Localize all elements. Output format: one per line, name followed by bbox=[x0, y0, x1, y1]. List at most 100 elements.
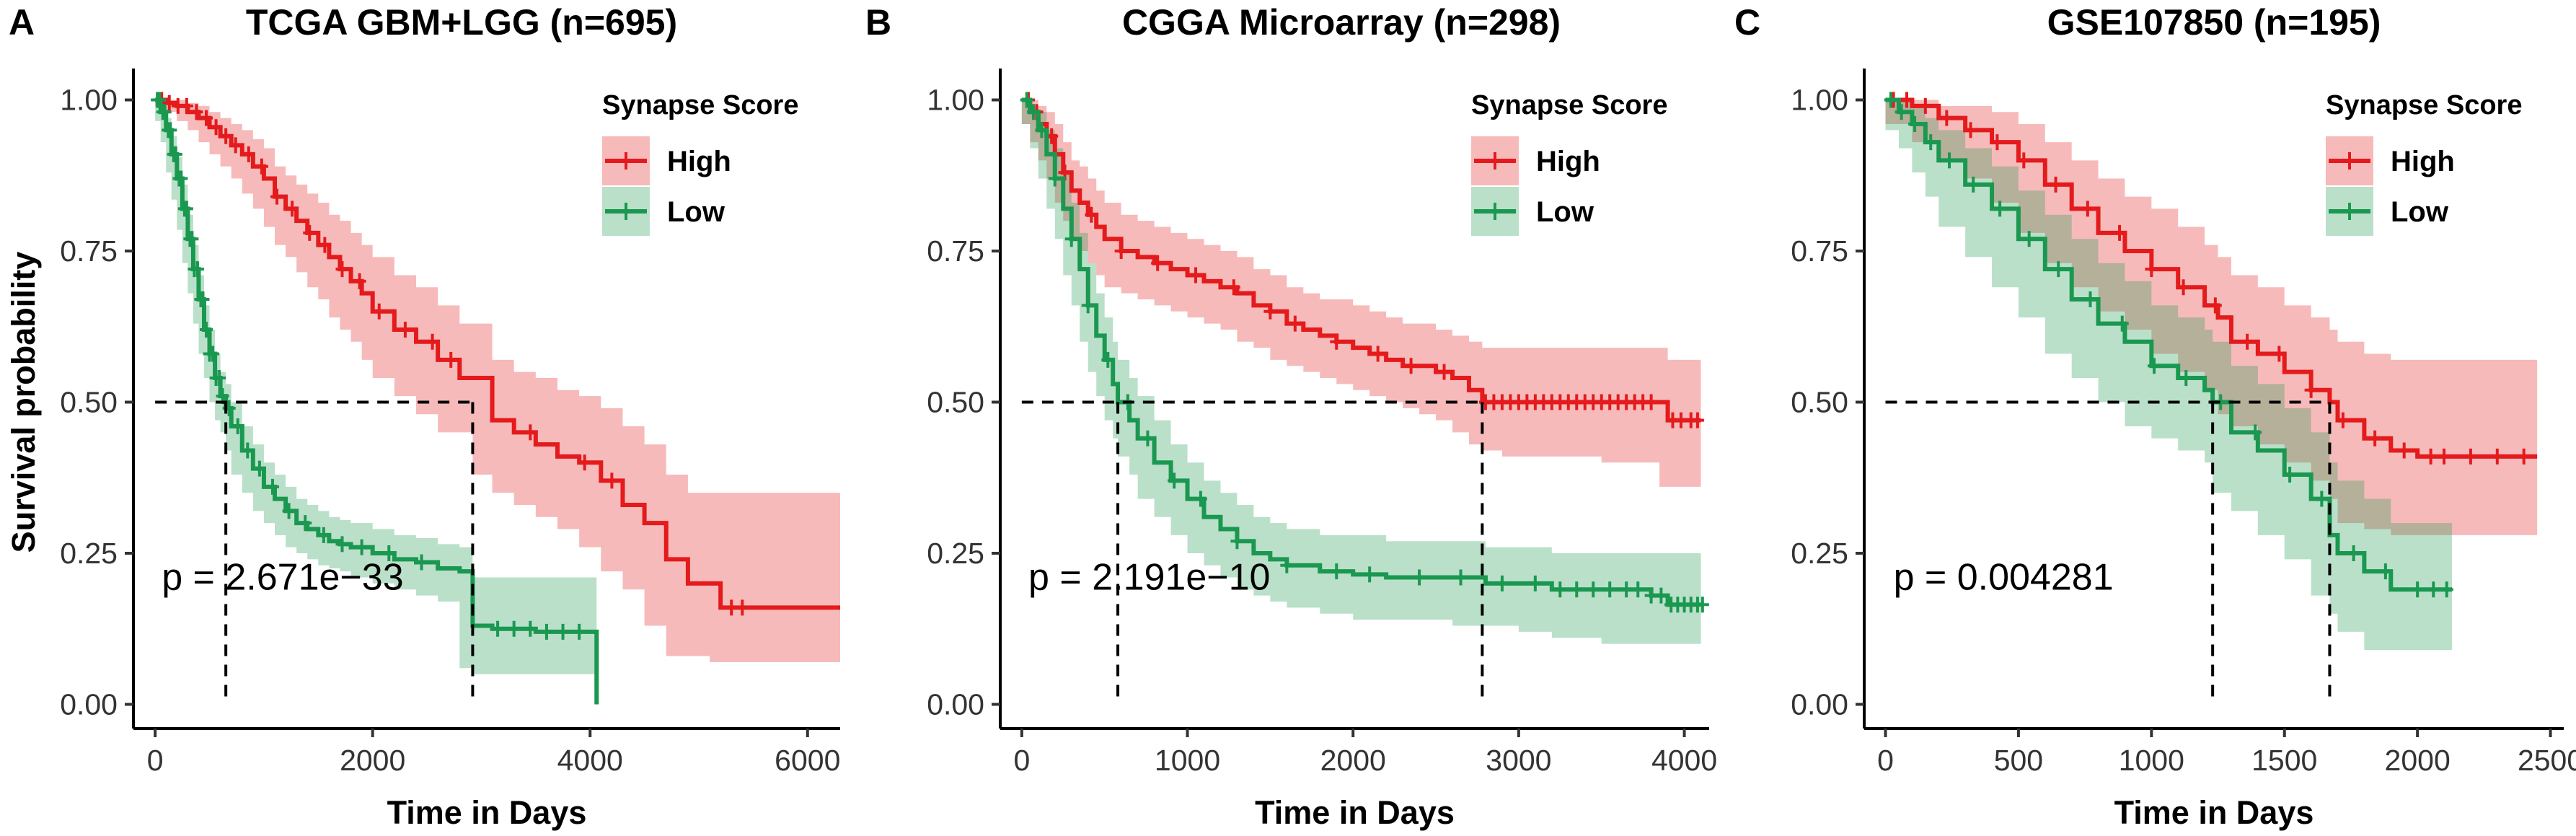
censor-mark-high bbox=[219, 128, 233, 144]
censor-mark-low bbox=[1495, 575, 1509, 591]
ci-band-high bbox=[1021, 100, 1701, 487]
censor-mark-high bbox=[1990, 134, 2004, 151]
censor-mark-high bbox=[736, 599, 749, 616]
y-tick-label: 0.50 bbox=[927, 386, 984, 419]
censor-mark-low bbox=[1695, 597, 1709, 613]
censor-mark-low bbox=[1454, 569, 1468, 586]
legend-key-censor-low bbox=[2343, 203, 2356, 220]
legend-label-high: High bbox=[1536, 146, 1600, 177]
censor-mark-high bbox=[2304, 382, 2318, 398]
censor-mark-low bbox=[213, 369, 226, 386]
censor-mark-low bbox=[2440, 581, 2453, 598]
censor-mark-low bbox=[252, 460, 266, 477]
censor-mark-high bbox=[1404, 358, 1418, 374]
censor-mark-high bbox=[2438, 448, 2451, 465]
censor-mark-low bbox=[2022, 231, 2036, 247]
x-tick-label: 1000 bbox=[2119, 744, 2184, 777]
censor-mark-low bbox=[1967, 176, 1980, 193]
censor-mark-high bbox=[1690, 412, 1704, 428]
censor-mark-high bbox=[1263, 303, 1277, 320]
legend-key-censor-high bbox=[2343, 152, 2356, 170]
x-tick-label: 2000 bbox=[1320, 744, 1386, 777]
panel-letter: A bbox=[9, 2, 35, 43]
censor-mark-high bbox=[2113, 224, 2127, 241]
censor-mark-low bbox=[164, 122, 177, 138]
censor-mark-high bbox=[1151, 255, 1165, 271]
censor-mark-low bbox=[1168, 472, 1181, 489]
censor-mark-low bbox=[1924, 134, 1938, 151]
legend-label-low: Low bbox=[2391, 196, 2449, 228]
censor-mark-high bbox=[2049, 176, 2063, 193]
censor-mark-low bbox=[1603, 581, 1617, 598]
chart-title: TCGA GBM+LGG (n=695) bbox=[246, 2, 677, 43]
censor-mark-high bbox=[605, 472, 619, 489]
censor-mark-low bbox=[1230, 533, 1244, 550]
censor-mark-low bbox=[1363, 566, 1377, 583]
censor-mark-high bbox=[2081, 201, 2094, 217]
censor-mark-low bbox=[1413, 569, 1426, 586]
censor-mark-low bbox=[1194, 490, 1207, 507]
censor-mark-low bbox=[206, 346, 220, 362]
y-tick-label: 0.75 bbox=[927, 234, 984, 268]
censor-mark-low bbox=[265, 478, 279, 495]
panel-letter: C bbox=[1734, 2, 1760, 43]
y-tick-label: 1.00 bbox=[1791, 84, 1848, 117]
censor-mark-low bbox=[335, 536, 349, 553]
ci-band-high bbox=[1885, 100, 2538, 535]
y-tick-label: 0.00 bbox=[927, 687, 984, 721]
censor-mark-low bbox=[1026, 104, 1040, 120]
censor-mark-high bbox=[2336, 412, 2350, 428]
legend-label-low: Low bbox=[667, 196, 725, 228]
censor-mark-low bbox=[1654, 587, 1668, 604]
censor-mark-low bbox=[1570, 581, 1584, 598]
p-value: p = 2.191e−10 bbox=[1028, 556, 1270, 598]
chart-title: CGGA Microarray (n=298) bbox=[1122, 2, 1561, 43]
censor-mark-high bbox=[372, 303, 386, 320]
censor-mark-low bbox=[158, 104, 172, 120]
censor-mark-low bbox=[2249, 424, 2262, 441]
censor-mark-high bbox=[2490, 448, 2504, 465]
censor-mark-low bbox=[2378, 563, 2392, 580]
censor-mark-low bbox=[556, 623, 570, 640]
censor-mark-low bbox=[2315, 490, 2329, 507]
y-tick-label: 0.00 bbox=[60, 687, 118, 721]
censor-mark-low bbox=[507, 620, 521, 637]
censor-mark-high bbox=[200, 110, 213, 126]
censor-mark-low bbox=[355, 539, 369, 555]
censor-mark-high bbox=[242, 146, 255, 162]
censor-mark-low bbox=[2179, 369, 2193, 386]
censor-mark-low bbox=[196, 291, 210, 308]
y-tick-label: 0.25 bbox=[927, 537, 984, 570]
censor-mark-low bbox=[175, 170, 188, 187]
censor-mark-low bbox=[2083, 291, 2097, 308]
y-tick-label: 0.50 bbox=[1791, 386, 1848, 419]
x-axis-title: Time in Days bbox=[2114, 794, 2314, 831]
censor-mark-high bbox=[270, 188, 284, 205]
legend-title: Synapse Score bbox=[2326, 90, 2522, 120]
y-tick-label: 0.75 bbox=[1791, 234, 1848, 268]
x-tick-label: 4000 bbox=[557, 744, 623, 777]
censor-mark-low bbox=[1528, 575, 1542, 591]
censor-mark-low bbox=[1553, 581, 1567, 598]
censor-mark-high bbox=[398, 321, 412, 338]
panel-a: A TCGA GBM+LGG (n=695) p = 2.671e−33 0.00 0.… bbox=[5, 2, 840, 831]
legend-label-high: High bbox=[2391, 146, 2455, 177]
x-tick-label: 4000 bbox=[1651, 744, 1717, 777]
x-tick-label: 0 bbox=[147, 744, 164, 777]
censor-mark-high bbox=[335, 261, 349, 278]
x-tick-label: 2000 bbox=[2385, 744, 2451, 777]
y-tick-label: 0.50 bbox=[60, 386, 118, 419]
ci-band-low bbox=[1021, 100, 1701, 644]
censor-mark-low bbox=[2427, 581, 2440, 598]
censor-mark-high bbox=[229, 137, 242, 154]
legend-title: Synapse Score bbox=[1471, 90, 1667, 120]
censor-mark-high bbox=[2145, 261, 2158, 278]
censor-mark-low bbox=[573, 623, 586, 640]
ci-band-high bbox=[155, 100, 841, 662]
censor-mark-high bbox=[1371, 346, 1385, 362]
x-tick-label: 0 bbox=[1877, 744, 1894, 777]
censor-mark-high bbox=[1918, 97, 1932, 114]
censor-mark-high bbox=[318, 237, 332, 253]
censor-mark-high bbox=[1964, 122, 1977, 138]
censor-mark-low bbox=[1894, 104, 1908, 120]
